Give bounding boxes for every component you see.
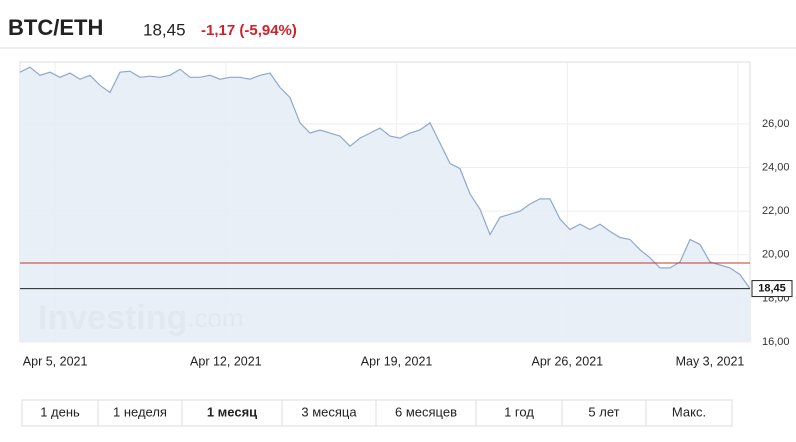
x-tick-label: May 3, 2021	[676, 354, 745, 368]
price: 18,45	[143, 20, 186, 39]
x-tick-label: Apr 19, 2021	[361, 354, 433, 368]
range-button-label[interactable]: 3 месяца	[301, 404, 357, 419]
y-tick-label: 20,00	[762, 249, 790, 261]
range-button[interactable]	[645, 399, 733, 427]
range-button[interactable]	[97, 399, 183, 427]
x-tick-label: Apr 12, 2021	[190, 354, 262, 368]
last-value-label: 18,45	[758, 282, 786, 294]
range-button[interactable]	[181, 399, 283, 427]
y-tick-label: 26,00	[762, 118, 790, 130]
price-change: -1,17 (-5,94%)	[201, 22, 297, 39]
range-button-label[interactable]: 5 лет	[588, 404, 619, 419]
range-button[interactable]	[561, 399, 647, 427]
range-button-label[interactable]: 1 неделя	[113, 404, 167, 419]
range-button-label[interactable]: 1 месяц	[207, 404, 257, 419]
range-button-label[interactable]: 6 месяцев	[395, 404, 457, 419]
range-button-label[interactable]: 1 год	[504, 404, 534, 419]
area-fill	[20, 67, 750, 342]
symbol: BTC/ETH	[8, 15, 103, 40]
range-button[interactable]	[281, 399, 377, 427]
y-tick-label: 24,00	[762, 161, 790, 173]
last-value-box	[751, 280, 793, 298]
x-tick-label: Apr 5, 2021	[23, 354, 88, 368]
range-button-label[interactable]: 1 день	[40, 404, 80, 419]
range-button-label[interactable]: Макс.	[672, 404, 706, 419]
line	[19, 66, 751, 289]
y-tick-label: 22,00	[762, 205, 790, 217]
x-tick-label: Apr 26, 2021	[532, 354, 604, 368]
range-button[interactable]	[475, 399, 563, 427]
y-tick-label: 16,00	[762, 336, 790, 348]
